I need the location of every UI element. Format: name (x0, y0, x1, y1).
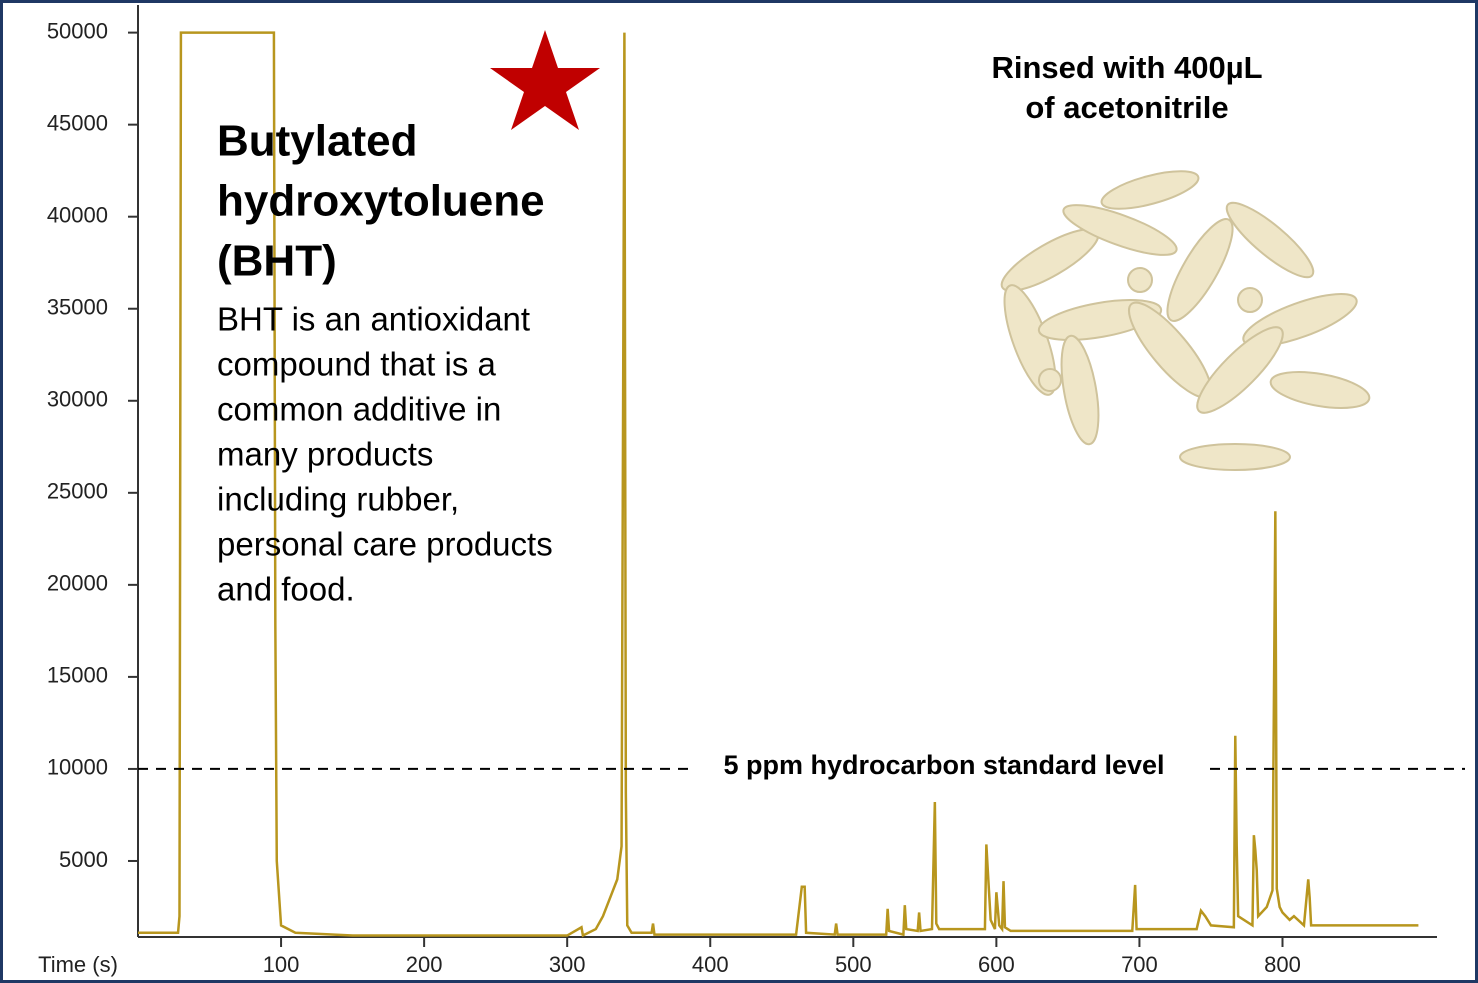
description: common additive in (217, 391, 501, 428)
x-axis-label: Time (s) (38, 952, 118, 977)
y-tick-label: 25000 (47, 479, 108, 504)
x-tick-label: 200 (406, 952, 443, 977)
heading: (BHT) (217, 237, 337, 286)
x-tick-label: 300 (549, 952, 586, 977)
description: many products (217, 436, 433, 473)
x-tick-label: 600 (978, 952, 1015, 977)
x-tick-label: 700 (1121, 952, 1158, 977)
y-tick-label: 5000 (59, 847, 108, 872)
trace (138, 31, 1419, 938)
y-tick-label: 30000 (47, 387, 108, 412)
y-tick-label: 40000 (47, 203, 108, 228)
star (490, 30, 600, 130)
heading: hydroxytoluene (217, 177, 545, 226)
y-tick-label: 20000 (47, 571, 108, 596)
x-tick-label: 100 (263, 952, 300, 977)
y-tick-label: 50000 (47, 18, 108, 43)
reference-label: 5 ppm hydrocarbon standard level (723, 750, 1164, 780)
image-caption: Rinsed with 400µL (991, 50, 1262, 85)
x-tick-label: 400 (692, 952, 729, 977)
x-tick-label: 500 (835, 952, 872, 977)
y-tick-label: 15000 (47, 663, 108, 688)
x-tick-label: 800 (1264, 952, 1301, 977)
y-tick-label: 45000 (47, 110, 108, 135)
rubber-bulbs (1000, 170, 1371, 471)
description: BHT is an antioxidant (217, 301, 530, 338)
description: and food. (217, 571, 355, 608)
description: personal care products (217, 526, 553, 563)
y-tick-label: 35000 (47, 295, 108, 320)
image-caption: of acetonitrile (1025, 90, 1228, 125)
heading: Butylated (217, 117, 417, 166)
description: compound that is a (217, 346, 496, 383)
y-tick-label: 10000 (47, 755, 108, 780)
description: including rubber, (217, 481, 459, 518)
